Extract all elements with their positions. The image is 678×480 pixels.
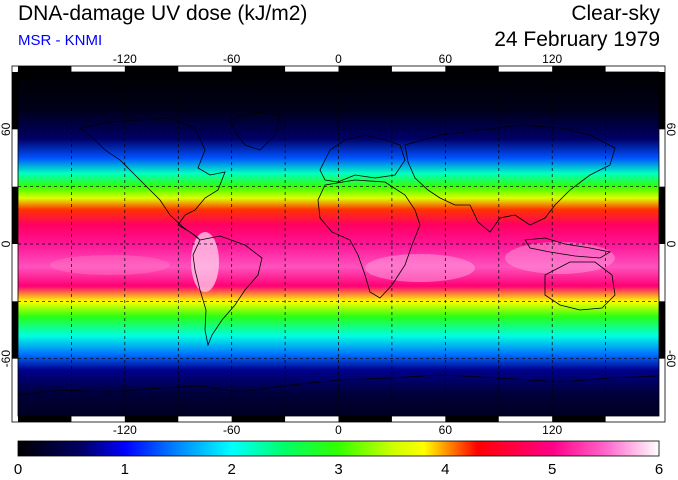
frame-segment-left: [12, 301, 18, 359]
frame-segment-left: [12, 72, 18, 130]
andes-high-dose: [191, 232, 219, 292]
coast-europe: [319, 134, 406, 183]
frame-segment-right: [659, 186, 665, 244]
lon-label-top: 60: [439, 52, 453, 66]
lon-label-top: 120: [542, 52, 562, 66]
lon-label-bottom: 120: [542, 423, 562, 437]
frame-segment-bottom: [231, 416, 286, 422]
colorbar-tick-label: 3: [334, 461, 342, 478]
indonesia-high-dose: [505, 242, 615, 274]
lon-label-bottom: 0: [335, 423, 342, 437]
longitude-labels-top: -120 -60 0 60 120: [113, 52, 563, 66]
lat-label-right: -60: [664, 350, 678, 368]
lat-label-right: 60: [664, 123, 678, 137]
coast-south-america: [192, 235, 263, 347]
date-label: 24 February 1979: [494, 28, 660, 51]
lat-label-left: 0: [0, 240, 13, 247]
map-title: DNA-damage UV dose (kJ/m2): [18, 2, 308, 25]
frame-segment-left: [12, 186, 18, 244]
lat-label-right: 0: [664, 241, 678, 248]
coast-antarctica: [18, 374, 659, 396]
lon-label-top: 0: [335, 52, 342, 66]
lon-label-bottom: 60: [439, 423, 453, 437]
lat-label-left: -60: [0, 350, 13, 368]
lon-label-top: -60: [223, 52, 241, 66]
lon-label-bottom: -120: [113, 423, 137, 437]
frame-segment-top: [231, 66, 286, 72]
coastlines: [18, 111, 659, 396]
frame-segment-right: [659, 301, 665, 359]
southern-africa-high-dose: [365, 254, 475, 282]
colorbar-tick-label: 0: [14, 461, 22, 478]
colorbar-tick-label: 5: [548, 461, 556, 478]
colorbar-tick-label: 6: [655, 461, 663, 478]
frame-segment-top: [338, 66, 392, 72]
colorbar-tick-label: 2: [227, 461, 235, 478]
frame-segment-bottom: [18, 416, 72, 422]
sky-condition-label: Clear-sky: [571, 2, 660, 25]
lon-label-top: -120: [113, 52, 137, 66]
latitude-labels-right: 60 0 -60: [664, 123, 678, 368]
colorbar-tick-labels: 0 1 2 3 4 5 6: [14, 461, 663, 478]
frame-segment-top: [18, 66, 72, 72]
coast-indonesia: [524, 237, 612, 259]
longitude-labels-bottom: -120 -60 0 60 120: [113, 423, 563, 437]
coast-africa: [317, 179, 421, 299]
frame-segment-top: [445, 66, 499, 72]
colorbar-tick-label: 1: [121, 461, 129, 478]
frame-segment-top: [552, 66, 606, 72]
frame-segment-bottom: [552, 416, 606, 422]
latitude-labels-left: 60 0 -60: [0, 122, 13, 367]
frame-segment-bottom: [338, 416, 392, 422]
coast-greenland: [229, 111, 281, 151]
coast-asia: [404, 124, 616, 233]
colorbar-tick-label: 4: [441, 461, 449, 478]
frame-segment-bottom: [445, 416, 499, 422]
high-dose-highlights: [50, 232, 615, 292]
pacific-high-dose: [50, 255, 170, 275]
colorbar: [17, 440, 660, 457]
lat-label-left: 60: [0, 122, 13, 136]
map-frame: [11, 65, 666, 423]
graticule: [18, 72, 659, 416]
frame-segment-top: [124, 66, 179, 72]
frame-segment-right: [659, 72, 665, 130]
frame-segment-bottom: [124, 416, 179, 422]
lon-label-bottom: -60: [223, 423, 241, 437]
source-label: MSR - KNMI: [18, 32, 103, 49]
